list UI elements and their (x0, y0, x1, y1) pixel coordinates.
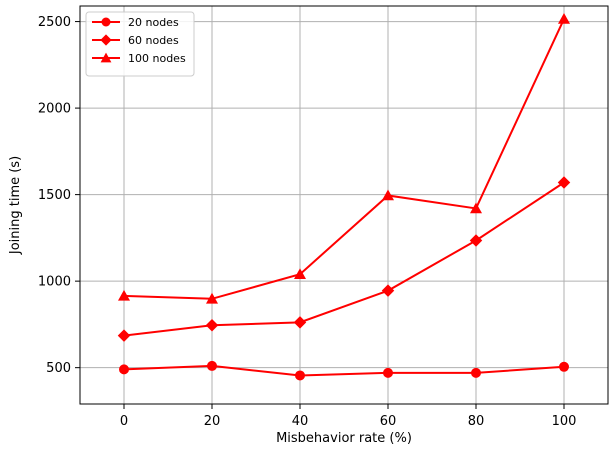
data-point (381, 284, 395, 297)
legend-label: 60 nodes (128, 34, 179, 47)
x-axis-title: Misbehavior rate (%) (276, 431, 412, 446)
x-tick-label: 60 (380, 414, 397, 429)
grid (80, 6, 608, 404)
series-3 (118, 12, 570, 304)
data-point (469, 234, 483, 247)
x-tick-label: 0 (120, 414, 128, 429)
y-axis-title: Joining time (s) (8, 156, 23, 255)
y-tick-label: 1500 (38, 188, 71, 203)
x-tick-label: 20 (204, 414, 221, 429)
series-line (123, 18, 565, 300)
data-point (382, 189, 394, 201)
y-tick-label: 2500 (38, 15, 71, 30)
y-tick-label: 1000 (38, 275, 71, 290)
x-tick-label: 100 (552, 414, 577, 429)
data-point (295, 370, 305, 381)
data-point (118, 289, 130, 301)
legend-marker (101, 17, 111, 27)
x-tick-label: 40 (292, 414, 309, 429)
data-point (206, 292, 218, 304)
legend-items: 20 nodes 60 nodes 100 nodes (92, 16, 186, 65)
series-2 (117, 176, 571, 342)
data-point (119, 364, 129, 375)
y-tick-label: 2000 (38, 102, 71, 117)
data-point (559, 361, 569, 372)
legend-label: 20 nodes (128, 16, 179, 29)
legend-box (85, 11, 195, 77)
plot-frame (79, 5, 609, 405)
series-layer (117, 12, 571, 381)
data-point (383, 367, 393, 378)
data-point (117, 329, 131, 342)
data-point (471, 367, 481, 378)
x-tick-label: 80 (468, 414, 485, 429)
legend-label: 100 nodes (128, 52, 186, 65)
legend-item: 20 nodes (92, 16, 179, 29)
data-point (207, 360, 217, 371)
data-point (205, 319, 219, 332)
series-line (123, 364, 565, 377)
data-point (293, 316, 307, 329)
data-point (557, 176, 571, 189)
legend: 20 nodes 60 nodes 100 nodes (85, 11, 195, 77)
legend-item: 60 nodes (92, 34, 179, 47)
data-point (470, 202, 482, 214)
legend-item: 100 nodes (92, 52, 186, 65)
legend-marker (100, 34, 112, 46)
series-line (123, 181, 565, 337)
y-tick-label: 500 (46, 361, 71, 376)
legend-marker (100, 52, 112, 63)
data-point (558, 12, 570, 24)
data-point (294, 268, 306, 280)
ticks: 0 20 40 60 80 100 500 1000 1500 2000 2500 (38, 15, 577, 429)
series-1 (119, 360, 569, 381)
